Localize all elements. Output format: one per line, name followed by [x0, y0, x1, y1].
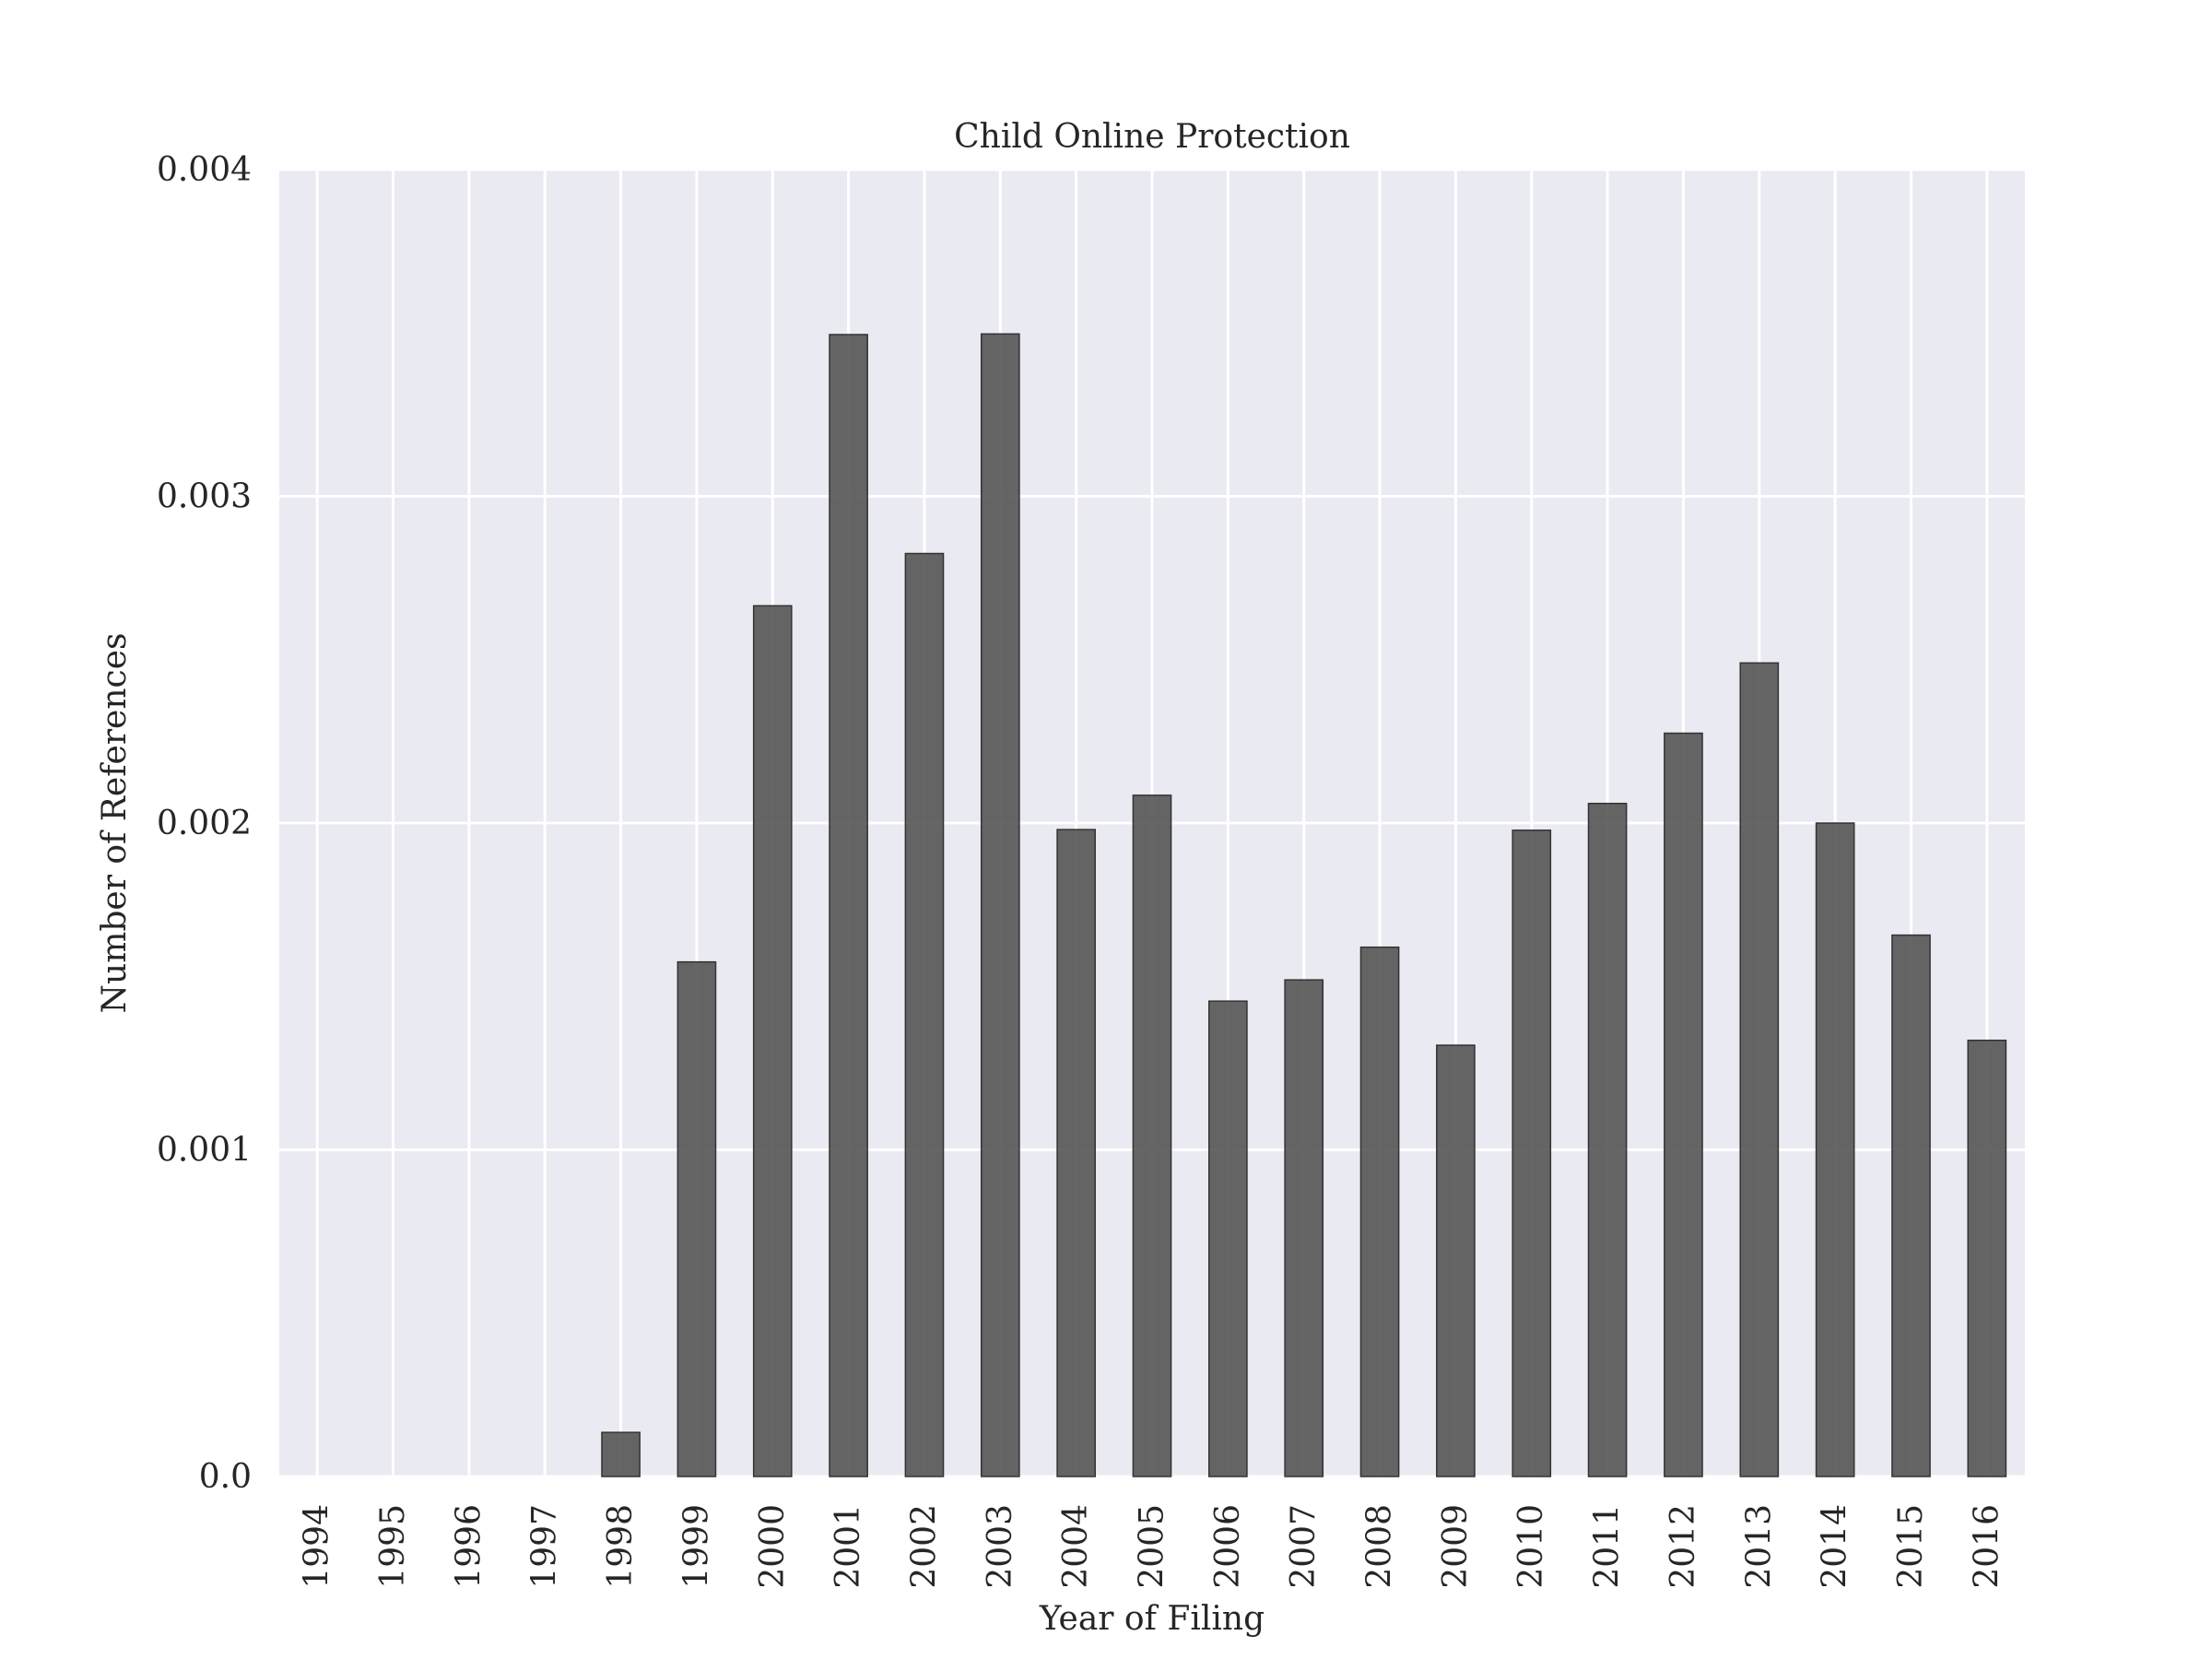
bar-2010 — [1512, 830, 1552, 1477]
bar-2002 — [904, 552, 945, 1477]
x-tick-label: 1995 — [374, 1504, 412, 1589]
bar-2013 — [1739, 662, 1780, 1477]
bar-2011 — [1587, 802, 1628, 1477]
x-axis-label: Year of Filing — [1039, 1600, 1265, 1638]
bar-2000 — [752, 605, 793, 1477]
bar-2009 — [1436, 1044, 1476, 1477]
bar-2015 — [1891, 934, 1931, 1477]
x-tick-label: 1996 — [450, 1504, 488, 1589]
x-tick-label: 2012 — [1665, 1504, 1702, 1589]
x-tick-label: 1998 — [602, 1504, 640, 1589]
x-tick-label: 2000 — [754, 1504, 792, 1589]
y-tick-label: 0.003 — [157, 478, 252, 516]
bar-2004 — [1056, 829, 1096, 1477]
x-tick-label: 2001 — [830, 1504, 867, 1589]
bar-1998 — [601, 1431, 641, 1477]
x-tick-label: 2010 — [1512, 1504, 1550, 1589]
y-tick-label: 0.001 — [157, 1132, 252, 1170]
x-tick-label: 2015 — [1892, 1504, 1930, 1589]
x-tick-label: 2009 — [1437, 1504, 1475, 1589]
bar-2003 — [980, 333, 1020, 1477]
x-tick-label: 2003 — [982, 1504, 1019, 1589]
y-tick-label: 0.002 — [157, 805, 252, 842]
y-tick-label: 0.004 — [157, 151, 252, 189]
bar-1999 — [677, 960, 717, 1477]
bar-2016 — [1967, 1039, 2007, 1477]
chart-title: Child Online Protection — [954, 118, 1350, 156]
x-tick-label: 2002 — [905, 1504, 943, 1589]
bar-2008 — [1359, 946, 1400, 1477]
x-tick-label: 2004 — [1057, 1504, 1095, 1589]
bars — [601, 333, 2007, 1477]
y-axis-ticks: 0.0 0.001 0.002 0.003 0.004 — [157, 151, 252, 1496]
y-tick-label: 0.0 — [199, 1458, 252, 1496]
bar-2014 — [1815, 822, 1855, 1477]
x-tick-label: 2006 — [1209, 1504, 1247, 1589]
x-axis-ticks: 1994 1995 1996 1997 1998 1999 2000 2001 2002 2003… — [299, 1504, 2006, 1589]
x-tick-label: 1999 — [677, 1504, 715, 1589]
bar-2006 — [1208, 1000, 1248, 1477]
bar-2005 — [1132, 794, 1172, 1477]
x-tick-label: 2014 — [1817, 1504, 1854, 1589]
bar-2007 — [1284, 979, 1324, 1477]
x-tick-label: 1997 — [526, 1504, 564, 1589]
y-axis-label: Number of References — [96, 633, 134, 1014]
x-tick-label: 2005 — [1134, 1504, 1171, 1589]
x-tick-label: 2013 — [1740, 1504, 1778, 1589]
x-tick-label: 2008 — [1361, 1504, 1399, 1589]
x-tick-label: 2016 — [1968, 1504, 2006, 1589]
x-tick-label: 2007 — [1285, 1504, 1323, 1589]
x-tick-label: 2011 — [1589, 1504, 1627, 1589]
x-tick-label: 1994 — [299, 1504, 336, 1589]
bar-2001 — [829, 334, 868, 1477]
bar-2012 — [1664, 732, 1703, 1477]
